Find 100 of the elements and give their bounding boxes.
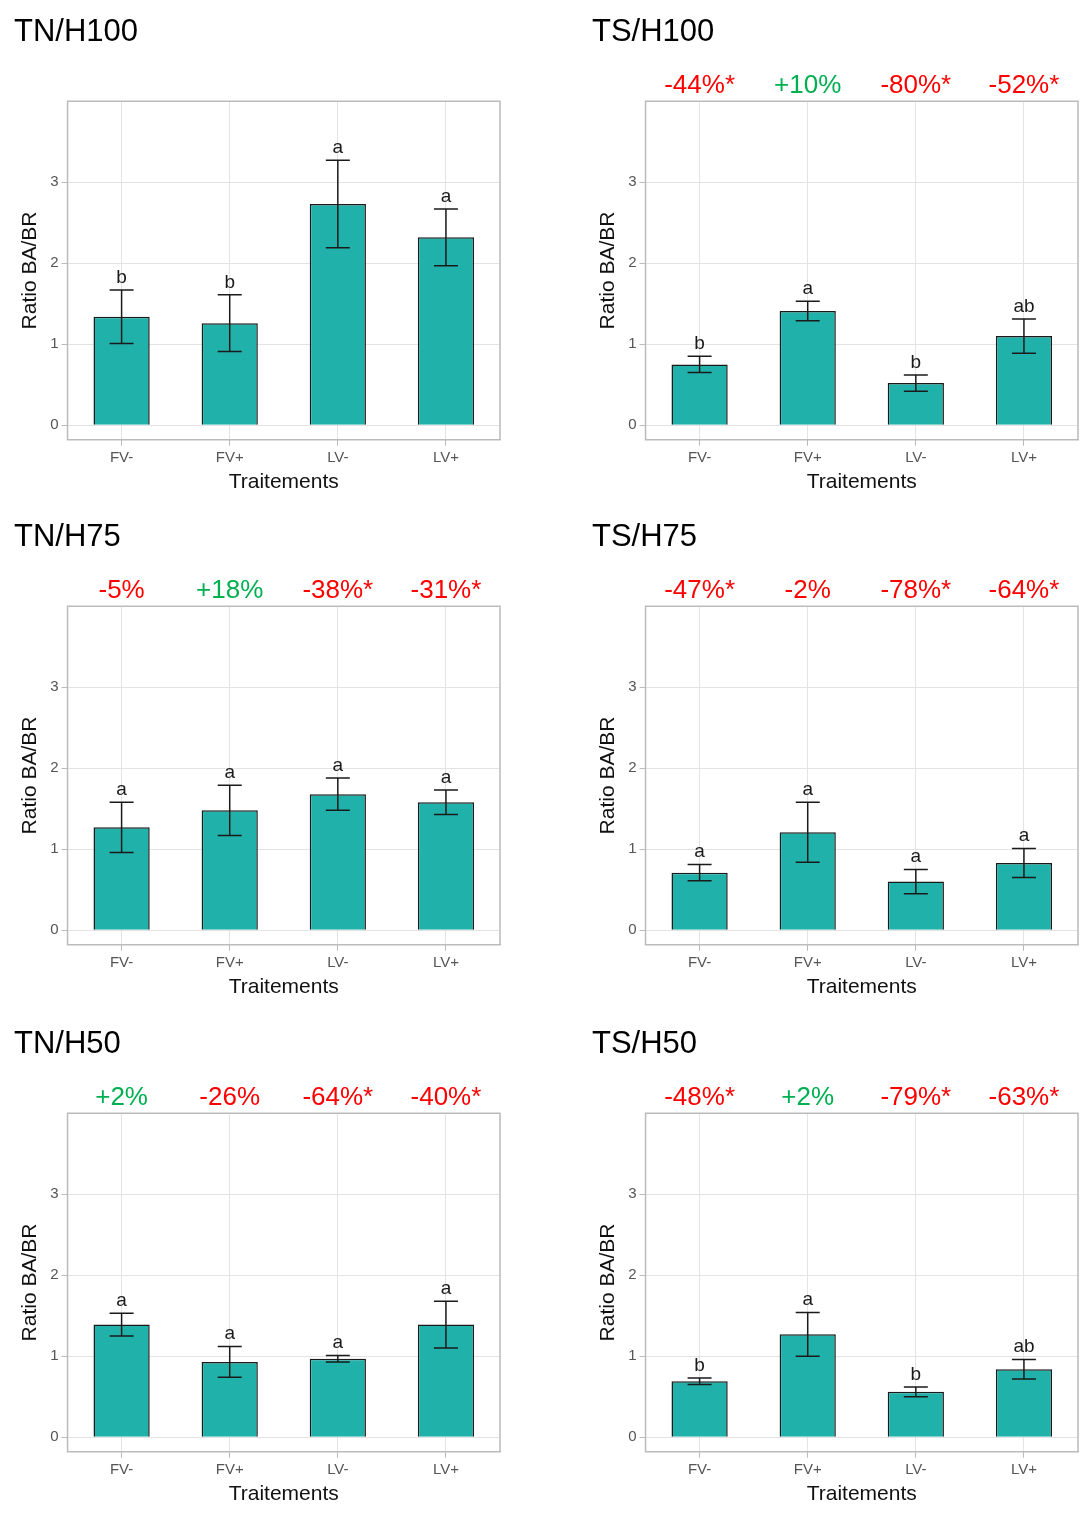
y-tick-label: 2	[628, 253, 637, 271]
y-tick-label: 0	[50, 920, 59, 938]
text: +2%	[781, 1081, 835, 1112]
x-tick-label: FV-	[109, 447, 134, 465]
annotation: b	[910, 350, 922, 372]
y-tick-label: 1	[50, 334, 59, 352]
x-tick-label: FV-	[687, 1459, 712, 1477]
annotation: a	[440, 765, 452, 787]
y-tick-label: 3	[50, 677, 59, 695]
y-tick-label: 2	[628, 758, 637, 776]
y-axis-title: Ratio BA/BR	[17, 1223, 41, 1342]
y-tick-label: 2	[50, 253, 59, 271]
y-tick-label: 0	[50, 1427, 59, 1445]
annotation: b	[224, 270, 235, 292]
annotation: a	[224, 760, 236, 782]
chart-title: TS/H50	[592, 1025, 698, 1061]
annotation: b	[694, 332, 705, 354]
text: -79%*	[880, 1081, 952, 1112]
chart-title: TS/H100	[592, 13, 715, 49]
x-tick-label: FV+	[793, 952, 822, 970]
x-tick-label: FV+	[215, 1459, 244, 1477]
y-tick-label: 1	[50, 839, 59, 857]
text: -38%*	[302, 574, 374, 605]
chart-title: TN/H75	[14, 518, 121, 554]
annotation: ab	[1013, 1335, 1035, 1357]
y-axis-title: Ratio BA/BR	[17, 716, 41, 835]
annotation: b	[116, 265, 127, 287]
x-axis-title: Traitements	[228, 974, 339, 998]
x-tick-label: FV-	[687, 952, 712, 970]
annotation: a	[116, 777, 128, 799]
x-tick-label: LV+	[1010, 952, 1038, 970]
x-axis-title: Traitements	[806, 1481, 917, 1505]
x-tick-label: LV+	[432, 952, 460, 970]
y-tick-label: 3	[628, 677, 637, 695]
annotation: a	[332, 753, 344, 775]
annotation: b	[910, 1362, 922, 1384]
x-tick-label: LV-	[327, 1459, 349, 1477]
y-tick-label: 3	[50, 172, 59, 190]
annotation: a	[116, 1289, 128, 1311]
x-axis-title: Traitements	[228, 1481, 339, 1505]
y-axis-title: Ratio BA/BR	[17, 211, 41, 330]
text: -44%*	[664, 69, 736, 100]
annotation: ab	[1013, 294, 1035, 316]
annotation: a	[224, 1322, 236, 1344]
x-axis-title: Traitements	[806, 974, 917, 998]
x-tick-label: LV+	[1010, 1459, 1038, 1477]
y-tick-label: 3	[628, 172, 637, 190]
x-tick-label: LV-	[905, 1459, 927, 1477]
y-tick-label: 3	[50, 1184, 59, 1202]
annotation: a	[802, 777, 814, 799]
annotation: a	[440, 184, 452, 206]
y-tick-label: 1	[628, 334, 637, 352]
y-tick-label: 0	[50, 415, 59, 433]
text: -48%*	[664, 1081, 736, 1112]
y-tick-label: 0	[628, 920, 637, 938]
annotation: a	[332, 136, 344, 158]
text: -5%	[98, 574, 145, 605]
text: -26%	[199, 1081, 261, 1112]
x-tick-label: LV-	[327, 952, 349, 970]
annotation: a	[802, 1288, 814, 1310]
x-tick-label: FV+	[215, 952, 244, 970]
x-tick-label: LV+	[432, 447, 460, 465]
x-tick-label: FV-	[687, 447, 712, 465]
text: +10%	[774, 69, 842, 100]
y-tick-label: 2	[628, 1265, 637, 1283]
annotation: b	[694, 1353, 705, 1375]
annotation: a	[1018, 824, 1030, 846]
y-axis-title: Ratio BA/BR	[595, 211, 619, 330]
x-axis-title: Traitements	[228, 469, 339, 493]
y-tick-label: 1	[50, 1346, 59, 1364]
text: -78%*	[880, 574, 952, 605]
y-tick-label: 0	[628, 1427, 637, 1445]
chart-title: TN/H100	[14, 13, 139, 49]
annotation: a	[332, 1331, 344, 1353]
text: -64%*	[302, 1081, 374, 1112]
x-tick-label: FV-	[109, 1459, 134, 1477]
annotation: a	[910, 845, 922, 867]
y-tick-label: 3	[628, 1184, 637, 1202]
text: -40%*	[410, 1081, 482, 1112]
x-tick-label: LV-	[905, 952, 927, 970]
x-tick-label: LV-	[905, 447, 927, 465]
text: -63%*	[988, 1081, 1060, 1112]
x-axis-title: Traitements	[806, 469, 917, 493]
x-tick-label: FV+	[793, 1459, 822, 1477]
annotation: a	[802, 277, 814, 299]
y-tick-label: 0	[628, 415, 637, 433]
text: -52%*	[988, 69, 1060, 100]
annotation: a	[694, 840, 706, 862]
y-axis-title: Ratio BA/BR	[595, 1223, 619, 1342]
x-tick-label: LV+	[1010, 447, 1038, 465]
chart-title: TN/H50	[14, 1025, 121, 1061]
chart-title: TS/H75	[592, 518, 698, 554]
text: -80%*	[880, 69, 952, 100]
text: -31%*	[410, 574, 482, 605]
y-tick-label: 1	[628, 839, 637, 857]
y-tick-label: 2	[50, 758, 59, 776]
x-tick-label: FV-	[109, 952, 134, 970]
text: +18%	[196, 574, 264, 605]
y-tick-label: 1	[628, 1346, 637, 1364]
x-tick-label: FV+	[215, 447, 244, 465]
